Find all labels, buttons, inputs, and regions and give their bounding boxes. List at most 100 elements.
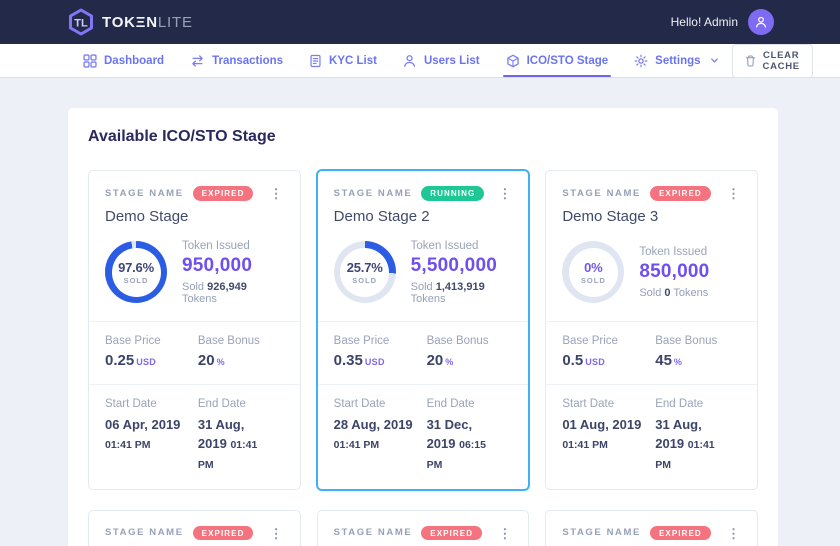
- kebab-menu-icon[interactable]: ⋮: [498, 186, 512, 201]
- nav-item-label: Transactions: [212, 54, 284, 67]
- base-bonus-unit: %: [216, 356, 225, 367]
- start-date-value: 01 Aug, 2019 01:41 PM: [562, 416, 642, 452]
- transactions-icon: [190, 54, 205, 68]
- ico-stage-icon: [506, 54, 520, 68]
- status-badge: EXPIRED: [421, 525, 483, 540]
- sold-percent: 97.6%: [118, 259, 154, 275]
- user-avatar[interactable]: [748, 9, 774, 35]
- page-title: Available ICO/STO Stage: [88, 128, 276, 145]
- settings-icon: [634, 54, 648, 68]
- base-bonus-value: 20%: [197, 351, 225, 369]
- nav-item-users-list[interactable]: Users List: [390, 44, 493, 77]
- price-bonus-row: Base Price 0.25 USD Base Bonus 20%: [89, 320, 300, 384]
- sold-percent: 25.7%: [346, 259, 383, 275]
- stage-card: STAGE NAME EXPIRED ⋮ Demo Stage 97.6% SO…: [88, 170, 301, 490]
- start-date-value: 28 Aug, 2019 01:41 PM: [333, 416, 413, 452]
- kebab-menu-icon[interactable]: ⋮: [727, 525, 740, 541]
- stages-panel: Available ICO/STO Stage STAGE NAME EXPIR…: [68, 108, 778, 546]
- token-info: Token Issued 5,500,000 Sold 1,413,919 To…: [411, 240, 513, 305]
- base-bonus-label: Base Bonus: [655, 334, 718, 347]
- price-bonus-row: Base Price 0.5 USD Base Bonus 45%: [546, 320, 757, 384]
- sold-tokens-line: Sold 0 Tokens: [639, 286, 709, 299]
- token-issued-value: 950,000: [182, 254, 253, 276]
- start-date-label: Start Date: [333, 397, 386, 410]
- greeting-text: Hello! Admin: [670, 15, 738, 29]
- end-time: 01:41 PM: [655, 439, 715, 471]
- main-content: Available ICO/STO Stage STAGE NAME EXPIR…: [0, 77, 840, 546]
- base-bonus-unit: %: [673, 356, 683, 367]
- sold-tokens-count: 1,413,919: [435, 280, 485, 293]
- nav-item-dashboard[interactable]: Dashboard: [70, 44, 177, 77]
- start-date-value: 06 Apr, 2019 01:41 PM: [105, 416, 181, 452]
- token-info: Token Issued 850,000 Sold 0 Tokens: [639, 246, 709, 299]
- nav-item-label: Settings: [655, 54, 701, 67]
- sold-progress-donut: 25.7% SOLD: [333, 241, 396, 303]
- base-bonus-label: Base Bonus: [197, 334, 260, 347]
- base-price-value: 0.25 USD: [105, 351, 157, 369]
- kebab-menu-icon[interactable]: ⋮: [269, 525, 283, 541]
- stage-name-label: STAGE NAME: [562, 187, 641, 199]
- stage-name-label: STAGE NAME: [333, 527, 413, 539]
- token-issued-label: Token Issued: [182, 239, 250, 252]
- sold-progress-donut: 0% SOLD: [562, 241, 625, 303]
- stage-card: STAGE NAME EXPIRED ⋮ Demo Stage 6 0% SOL…: [545, 509, 758, 546]
- start-time: 01:41 PM: [333, 439, 380, 451]
- dates-row: Start Date 06 Apr, 2019 01:41 PM End Dat…: [89, 383, 300, 489]
- token-issued-label: Token Issued: [410, 239, 479, 252]
- stage-cards-grid: STAGE NAME EXPIRED ⋮ Demo Stage 97.6% SO…: [88, 170, 758, 546]
- stage-name-label: STAGE NAME: [105, 527, 184, 539]
- sold-caption: SOLD: [352, 275, 378, 285]
- brand-logo[interactable]: TL TOKΞNLITE: [68, 8, 193, 36]
- stage-card: STAGE NAME EXPIRED ⋮ Demo Stage 4 0% SOL…: [88, 509, 301, 546]
- end-date-label: End Date: [655, 397, 704, 410]
- sold-percent: 0%: [584, 259, 603, 275]
- trash-icon: [745, 55, 756, 67]
- brand-hexagon-icon: TL: [68, 8, 94, 36]
- base-price-label: Base Price: [105, 334, 161, 347]
- nav-item-label: Users List: [423, 54, 480, 67]
- status-badge: EXPIRED: [192, 525, 254, 540]
- token-issued-value: 5,500,000: [410, 254, 497, 276]
- base-price-label: Base Price: [333, 334, 390, 347]
- base-bonus-value: 20%: [426, 351, 454, 369]
- kebab-menu-icon[interactable]: ⋮: [498, 525, 512, 541]
- kebab-menu-icon[interactable]: ⋮: [727, 186, 740, 201]
- status-badge: EXPIRED: [192, 186, 254, 201]
- dashboard-icon: [83, 53, 97, 68]
- base-price-value: 0.35 USD: [333, 351, 385, 369]
- stage-card: STAGE NAME RUNNING ⋮ Demo Stage 2 25.7% …: [316, 170, 530, 490]
- nav-item-settings[interactable]: Settings: [621, 44, 731, 77]
- base-price-unit: USD: [136, 356, 157, 367]
- stage-title: Demo Stage 2: [333, 207, 430, 225]
- stage-name-label: STAGE NAME: [562, 527, 641, 539]
- status-badge: EXPIRED: [649, 525, 711, 540]
- stage-name-label: STAGE NAME: [105, 187, 184, 199]
- sold-progress-donut: 97.6% SOLD: [105, 241, 167, 303]
- base-price-label: Base Price: [562, 334, 618, 347]
- sold-tokens-count: 926,949: [207, 280, 247, 293]
- sold-tokens-count: 0: [664, 286, 671, 299]
- sold-tokens-line: Sold 926,949 Tokens: [182, 280, 247, 305]
- kebab-menu-icon[interactable]: ⋮: [269, 186, 283, 201]
- status-badge: EXPIRED: [649, 186, 711, 201]
- end-time: 01:41 PM: [197, 439, 258, 471]
- stage-title: Demo Stage: [105, 207, 189, 225]
- sold-tokens-line: Sold 1,413,919 Tokens: [410, 280, 485, 305]
- sold-caption: SOLD: [580, 275, 606, 285]
- nav-item-transactions[interactable]: Transactions: [177, 44, 296, 77]
- end-date-value: 31 Dec, 2019 06:15 PM: [426, 416, 486, 471]
- dates-row: Start Date 28 Aug, 2019 01:41 PM End Dat…: [317, 383, 529, 489]
- end-date-label: End Date: [426, 397, 475, 410]
- price-bonus-row: Base Price 0.35 USD Base Bonus 20%: [317, 320, 529, 384]
- nav-item-kyc-list[interactable]: KYC List: [296, 44, 390, 77]
- stage-card: STAGE NAME EXPIRED ⋮ Demo Stage 5 0% SOL…: [316, 509, 530, 546]
- start-time: 01:41 PM: [105, 439, 151, 451]
- base-price-value: 0.5 USD: [562, 351, 606, 369]
- token-issued-label: Token Issued: [639, 245, 708, 258]
- clear-cache-button[interactable]: CLEAR CACHE: [731, 43, 813, 78]
- end-time: 06:15 PM: [426, 439, 486, 471]
- nav-item-label: Dashboard: [104, 54, 165, 67]
- stage-card: STAGE NAME EXPIRED ⋮ Demo Stage 3 0% SOL…: [545, 170, 758, 490]
- nav-item-ico-sto-stage[interactable]: ICO/STO Stage: [493, 44, 622, 77]
- clear-cache-label: CLEAR CACHE: [762, 49, 800, 72]
